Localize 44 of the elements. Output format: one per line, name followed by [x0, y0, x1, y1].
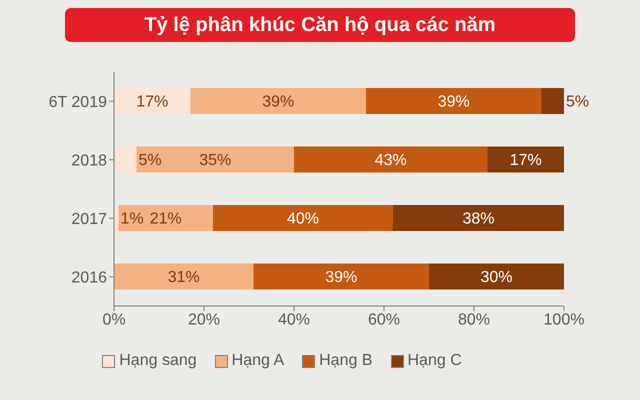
bar [114, 146, 136, 172]
bar [488, 146, 564, 172]
legend-label: Hạng C [408, 352, 462, 370]
data-label: 35% [199, 152, 232, 170]
data-label: 1% [120, 210, 144, 228]
bar [254, 264, 429, 290]
bar [114, 88, 190, 114]
x-tick-label: 60% [368, 311, 400, 328]
bar [366, 88, 542, 114]
data-label: 31% [168, 269, 200, 286]
bar [190, 88, 366, 114]
data-label: 5% [566, 94, 590, 111]
data-label: 5% [138, 152, 162, 170]
data-label: 40% [286, 210, 320, 228]
bar [114, 264, 254, 290]
y-tick-label: 2017 [71, 210, 108, 228]
data-label: 17% [136, 94, 168, 111]
data-label: 21% [150, 210, 182, 228]
y-tick-label: 6T 2019 [48, 94, 108, 111]
data-label: 39% [325, 269, 358, 286]
data-label: 39% [262, 94, 294, 111]
legend-label: Hạng A [232, 352, 284, 370]
x-tick-label: 0% [102, 311, 126, 328]
bar [294, 146, 488, 172]
data-label: 39% [438, 94, 470, 111]
bar [213, 205, 393, 231]
x-tick-label: 80% [458, 311, 490, 328]
bar [542, 88, 564, 114]
x-tick-label: 100% [544, 311, 584, 328]
data-label: 43% [374, 152, 407, 170]
y-tick-label: 2018 [71, 152, 108, 170]
data-label: 17% [510, 152, 542, 170]
data-label: 30% [480, 269, 513, 286]
bar [136, 146, 294, 172]
chart-title: Tỷ lệ phân khúc Căn hộ qua các năm [65, 8, 575, 42]
bar [429, 264, 564, 290]
legend-label: Hạng B [319, 352, 372, 370]
bar [118, 205, 213, 231]
bar [393, 205, 564, 231]
y-tick-label: 2016 [71, 269, 108, 286]
x-tick-label: 20% [188, 311, 220, 328]
x-tick-label: 40% [278, 311, 310, 328]
legend-label: Hạng sang [119, 352, 197, 370]
data-label: 38% [462, 210, 495, 228]
